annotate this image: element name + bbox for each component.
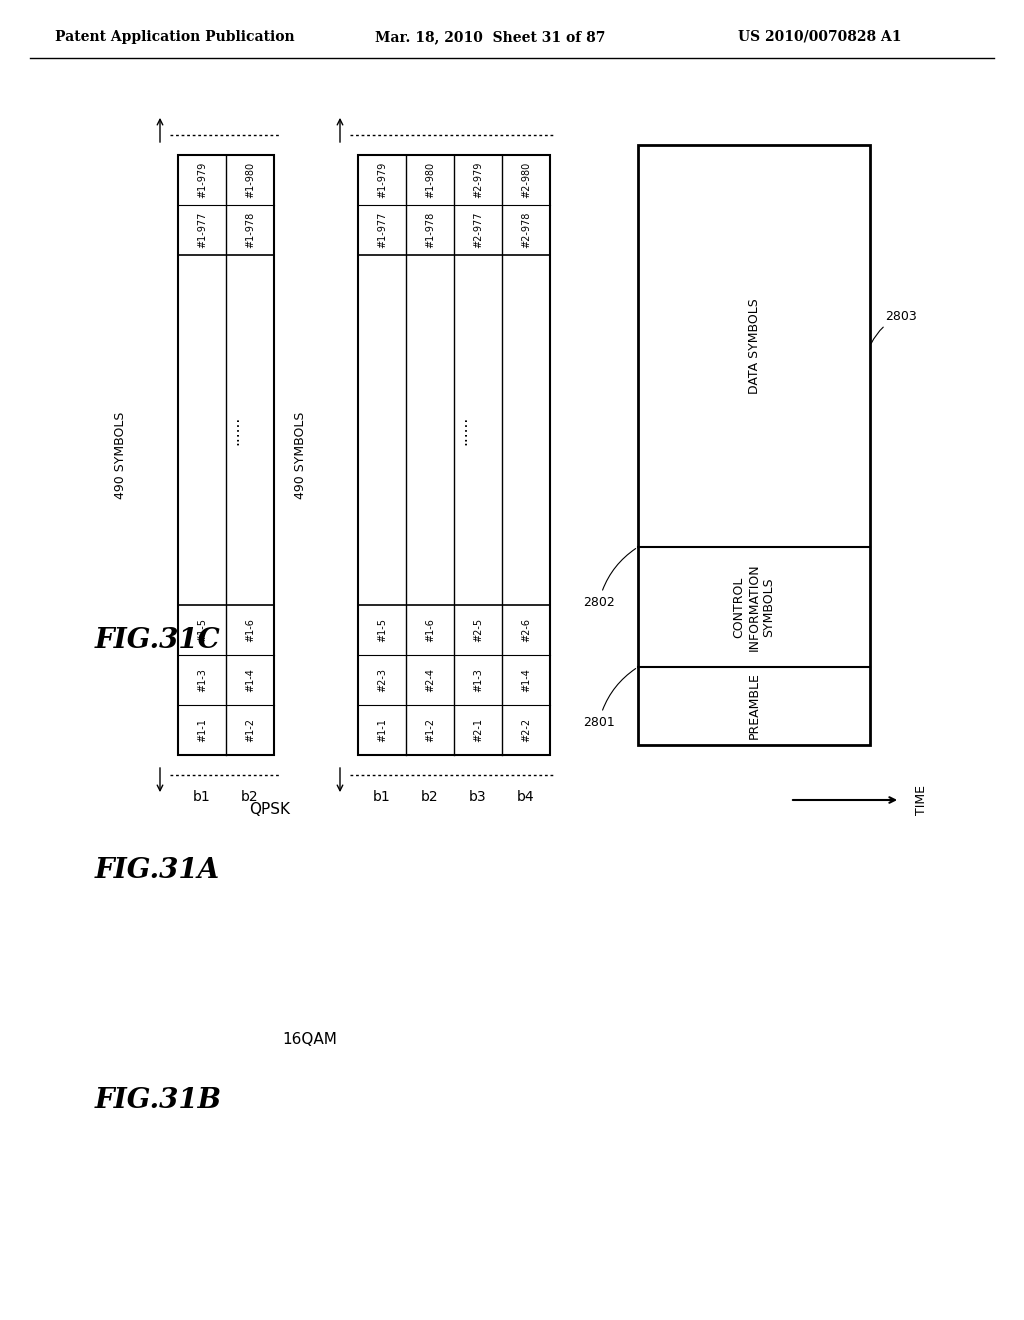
Text: #1-978: #1-978 — [245, 213, 255, 248]
Text: ......: ...... — [455, 416, 469, 445]
Text: #2-2: #2-2 — [521, 718, 531, 742]
Text: #1-979: #1-979 — [377, 162, 387, 198]
Text: 2802: 2802 — [583, 549, 636, 609]
Text: 2803: 2803 — [871, 309, 916, 343]
Text: 490 SYMBOLS: 490 SYMBOLS — [294, 412, 306, 499]
Text: #1-3: #1-3 — [197, 668, 207, 692]
Text: #1-1: #1-1 — [197, 718, 207, 742]
Text: #2-980: #2-980 — [521, 162, 531, 198]
Text: #1-3: #1-3 — [473, 668, 483, 692]
Text: #1-6: #1-6 — [245, 618, 255, 642]
Text: FIG.31A: FIG.31A — [95, 857, 220, 883]
Text: #2-3: #2-3 — [377, 668, 387, 692]
Text: #1-4: #1-4 — [521, 668, 531, 692]
Text: #1-977: #1-977 — [377, 211, 387, 248]
Text: US 2010/0070828 A1: US 2010/0070828 A1 — [738, 30, 902, 44]
Text: #2-978: #2-978 — [521, 211, 531, 248]
Text: Patent Application Publication: Patent Application Publication — [55, 30, 295, 44]
Text: ......: ...... — [226, 416, 242, 445]
Text: b2: b2 — [421, 789, 439, 804]
Text: #1-4: #1-4 — [245, 668, 255, 692]
Bar — [358, 154, 550, 755]
Text: #2-4: #2-4 — [425, 668, 435, 692]
Text: FIG.31C: FIG.31C — [95, 627, 221, 653]
Text: #1-978: #1-978 — [425, 213, 435, 248]
Text: #2-5: #2-5 — [473, 618, 483, 642]
Text: #1-2: #1-2 — [245, 718, 255, 742]
Text: #1-5: #1-5 — [197, 618, 207, 642]
Text: #2-6: #2-6 — [521, 618, 531, 642]
Text: QPSK: QPSK — [250, 803, 291, 817]
Text: #1-980: #1-980 — [425, 162, 435, 198]
Text: CONTROL
INFORMATION
SYMBOLS: CONTROL INFORMATION SYMBOLS — [732, 564, 775, 651]
Text: 2801: 2801 — [583, 668, 636, 729]
Text: #1-2: #1-2 — [425, 718, 435, 742]
Text: #1-980: #1-980 — [245, 162, 255, 198]
Bar — [638, 145, 870, 744]
Text: #1-1: #1-1 — [377, 718, 387, 742]
Text: #1-979: #1-979 — [197, 162, 207, 198]
Text: b3: b3 — [469, 789, 486, 804]
Text: b1: b1 — [194, 789, 211, 804]
Text: TIME: TIME — [915, 785, 928, 814]
Text: Mar. 18, 2010  Sheet 31 of 87: Mar. 18, 2010 Sheet 31 of 87 — [375, 30, 605, 44]
Text: FIG.31B: FIG.31B — [95, 1086, 222, 1114]
Text: #2-977: #2-977 — [473, 211, 483, 248]
Bar — [178, 154, 274, 755]
Text: 490 SYMBOLS: 490 SYMBOLS — [114, 412, 127, 499]
Text: #2-1: #2-1 — [473, 718, 483, 742]
Text: PREAMBLE: PREAMBLE — [748, 673, 761, 739]
Text: DATA SYMBOLS: DATA SYMBOLS — [748, 298, 761, 393]
Text: b2: b2 — [242, 789, 259, 804]
Text: #2-979: #2-979 — [473, 162, 483, 198]
Text: #1-6: #1-6 — [425, 618, 435, 642]
Text: b1: b1 — [373, 789, 391, 804]
Text: 16QAM: 16QAM — [283, 1032, 338, 1048]
Text: b4: b4 — [517, 789, 535, 804]
Text: #1-5: #1-5 — [377, 618, 387, 642]
Text: #1-977: #1-977 — [197, 211, 207, 248]
